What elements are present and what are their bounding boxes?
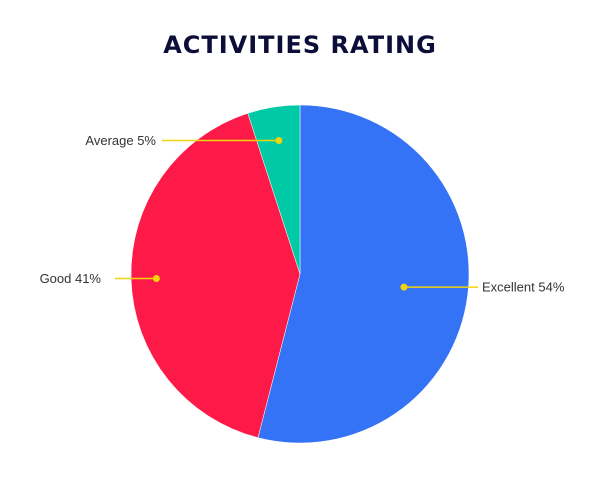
chart-title: ACTIVITIES RATING	[163, 31, 437, 59]
slice-label-excellent: Excellent 54%	[482, 280, 565, 295]
pie-slices	[130, 104, 470, 444]
leader-dot-average	[275, 136, 283, 144]
pie-slice-average	[247, 104, 301, 275]
leader-dot-good	[152, 275, 160, 283]
leader-dot-excellent	[400, 283, 408, 291]
slice-label-average: Average 5%	[85, 133, 156, 148]
slice-labels: Excellent 54% Good 41% Average 5%	[40, 133, 565, 295]
pie-slice-excellent	[257, 104, 470, 444]
leader-lines	[115, 136, 478, 291]
slice-label-good: Good 41%	[40, 271, 102, 286]
